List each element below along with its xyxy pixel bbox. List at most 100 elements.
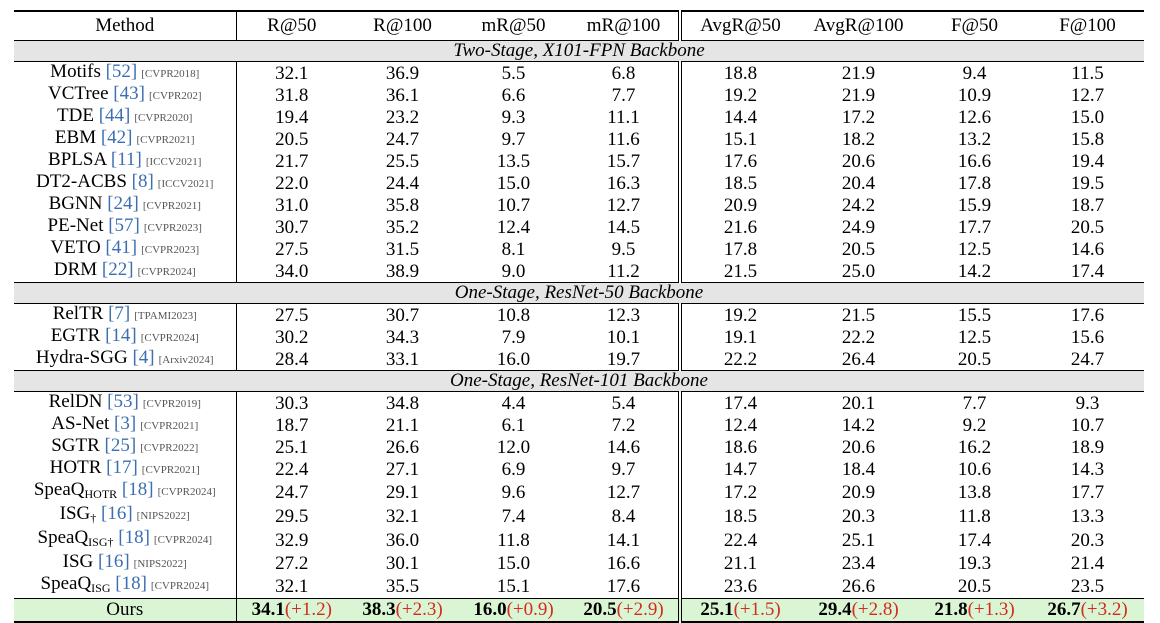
- method-cell: RelTR [7] [TPAMI2023]: [14, 303, 237, 326]
- table-row: VETO [41] [CVPR2023] 27.5 31.5 8.1 9.5 17.8 20.…: [14, 238, 1144, 260]
- value-cell: 26.6: [799, 574, 918, 599]
- ours-value-cell: 38.3(+2.3): [347, 598, 458, 623]
- ours-value: 34.1: [251, 599, 285, 620]
- ours-value-cell: 16.0(+0.9): [458, 598, 569, 623]
- value-cell: 7.7: [962, 392, 987, 414]
- table-row: Hydra-SGG [4] [Arxiv2024] 28.4 33.1 16.0 19.7…: [14, 348, 1144, 371]
- value-cell: 19.2: [723, 304, 758, 326]
- value-cell: 20.4: [841, 172, 876, 194]
- method-cell: RelDN [53] [CVPR2019]: [14, 391, 237, 414]
- table-row: ISG [16] [NIPS2022] 27.2 30.1 15.0 16.6 21.1 23…: [14, 552, 1144, 574]
- value-cell: 20.5: [918, 348, 1031, 371]
- value-cell: 19.5: [1070, 172, 1105, 194]
- value-cell: 23.2: [385, 106, 420, 128]
- method-cell: PE-Net [57] [CVPR2023]: [14, 215, 237, 238]
- value-cell: 29.5: [275, 505, 309, 527]
- value-cell: 21.9: [841, 84, 876, 106]
- value-cell: 16.6: [957, 150, 992, 172]
- value-cell: 15.5: [957, 304, 992, 326]
- table-row: AS-Net [3] [CVPR2021] 18.7 21.1 6.1 7.2 12.4 14…: [14, 414, 1144, 436]
- section-header-row: One-Stage, ResNet-101 Backbone: [14, 370, 1144, 392]
- method-ref: [43]: [113, 83, 145, 104]
- value-cell: 18.9: [1070, 436, 1105, 458]
- value-cell: 25.0: [799, 260, 918, 283]
- value-cell: 9.3: [501, 106, 526, 128]
- value-cell: 27.1: [385, 458, 420, 480]
- value-cell: 18.5: [723, 505, 758, 527]
- method-venue: [CVPR2024]: [137, 266, 196, 278]
- table-row: Motifs [52] [CVPR2018] 32.1 36.9 5.5 6.8 18.8 2…: [14, 61, 1144, 84]
- method-name: VCTree: [48, 83, 109, 104]
- header-avgr50: AvgR@50: [680, 10, 799, 41]
- ours-delta: (+1.5): [733, 599, 781, 620]
- value-cell: 10.7: [1070, 414, 1105, 436]
- table-row: TDE [44] [CVPR2020] 19.4 23.2 9.3 11.1 14.4 17.…: [14, 106, 1144, 128]
- method-ref: [57]: [108, 215, 140, 236]
- method-ref: [41]: [105, 237, 138, 258]
- method-name: ISG: [59, 503, 91, 524]
- value-cell: 20.3: [841, 505, 876, 527]
- value-cell: 20.6: [841, 150, 876, 172]
- value-cell: 20.5: [918, 574, 1031, 599]
- value-cell: 25.5: [385, 150, 420, 172]
- table-row: SGTR [25] [CVPR2022] 25.1 26.6 12.0 14.6 18.6 2…: [14, 436, 1144, 458]
- table-row: PE-Net [57] [CVPR2023] 30.7 35.2 12.4 14.5 21.…: [14, 216, 1144, 238]
- value-cell: 17.4: [723, 392, 758, 414]
- method-subscript: HOTR: [84, 487, 118, 501]
- method-venue: [CVPR2024]: [150, 580, 209, 592]
- value-cell: 24.4: [385, 172, 420, 194]
- method-venue: [CVPR2021]: [141, 464, 200, 476]
- ours-value-cell: 29.4(+2.8): [799, 598, 918, 623]
- table-row: SpeaQHOTR [18] [CVPR2024] 24.7 29.1 9.6 12.7 1…: [14, 480, 1144, 504]
- value-cell: 30.1: [385, 552, 420, 574]
- value-cell: 17.6: [1070, 304, 1105, 326]
- value-cell: 31.0: [275, 194, 309, 216]
- method-name: PE-Net: [47, 215, 104, 236]
- method-venue: [TPAMI2023]: [134, 310, 197, 322]
- value-cell: 9.0: [458, 260, 569, 283]
- method-venue: [NIPS2022]: [133, 558, 187, 570]
- value-cell: 12.5: [957, 326, 992, 348]
- value-cell: 13.2: [957, 128, 992, 150]
- value-cell: 17.7: [957, 216, 992, 238]
- value-cell: 20.5: [275, 128, 309, 150]
- value-cell: 32.1: [385, 505, 420, 527]
- header-row: Method R@50 R@100 mR@50 mR@100 AvgR@50 A…: [14, 10, 1144, 41]
- value-cell: 20.6: [841, 436, 876, 458]
- method-cell: BPLSA [11] [ICCV2021]: [14, 150, 237, 172]
- value-cell: 6.9: [501, 458, 526, 480]
- value-cell: 19.7: [569, 348, 682, 371]
- value-cell: 18.5: [723, 172, 758, 194]
- value-cell: 14.4: [723, 106, 758, 128]
- value-cell: 30.7: [275, 216, 309, 238]
- value-cell: 11.6: [569, 128, 682, 150]
- method-name: ISG: [62, 551, 94, 572]
- value-cell: 15.0: [496, 172, 531, 194]
- value-cell: 11.8: [497, 529, 530, 551]
- value-cell: 18.7: [1070, 194, 1105, 216]
- value-cell: 32.1: [275, 62, 309, 84]
- value-cell: 15.6: [1070, 326, 1105, 348]
- section-title: One-Stage, ResNet-50 Backbone: [14, 282, 1144, 304]
- value-cell: 17.6: [723, 150, 758, 172]
- ours-value-cell: 21.8(+1.3): [918, 598, 1031, 623]
- value-cell: 21.9: [841, 62, 876, 84]
- value-cell: 20.9: [841, 481, 876, 503]
- method-name: Motifs: [50, 61, 101, 82]
- method-cell: TDE [44] [CVPR2020]: [14, 106, 237, 128]
- ours-value-cell: 26.7(+3.2): [1031, 598, 1144, 623]
- ours-value: 20.5: [583, 599, 617, 620]
- value-cell: 14.6: [1070, 238, 1105, 260]
- value-cell: 18.2: [841, 128, 876, 150]
- value-cell: 31.5: [385, 238, 420, 260]
- value-cell: 24.7: [275, 481, 309, 503]
- method-venue: [CVPR2021]: [136, 134, 195, 146]
- method-ref: [18]: [118, 527, 150, 548]
- value-cell: 10.7: [496, 194, 531, 216]
- value-cell: 9.7: [569, 458, 682, 480]
- method-cell: Hydra-SGG [4] [Arxiv2024]: [14, 348, 237, 371]
- method-name: BGNN: [48, 193, 103, 214]
- value-cell: 21.7: [275, 150, 309, 172]
- method-ref: [3]: [114, 413, 137, 434]
- value-cell: 34.8: [385, 392, 420, 414]
